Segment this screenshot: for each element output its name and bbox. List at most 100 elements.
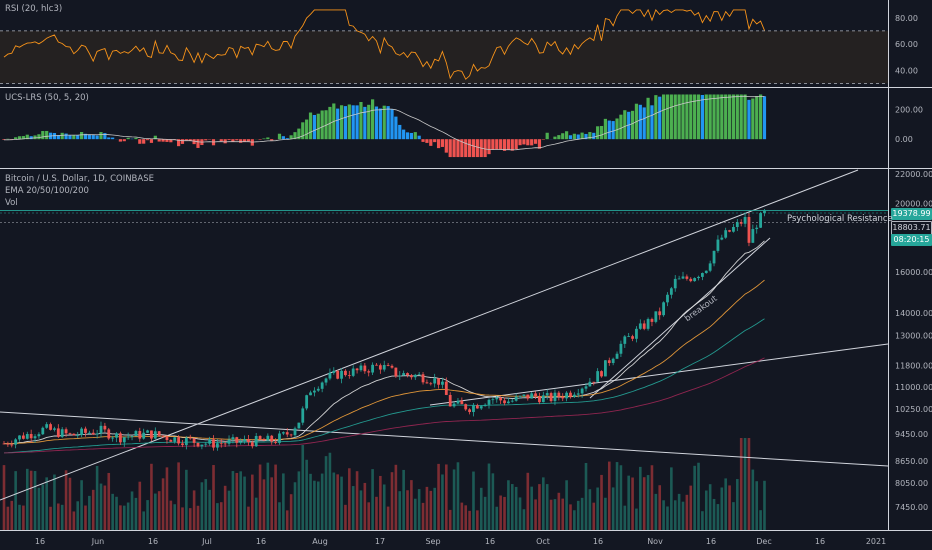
candle-body bbox=[99, 425, 103, 434]
candle-body bbox=[677, 278, 681, 280]
candle-body bbox=[425, 382, 429, 384]
candle-body bbox=[239, 441, 243, 443]
lrs-histogram-bar bbox=[518, 139, 522, 146]
volume-bar bbox=[573, 510, 576, 530]
volume-bar bbox=[103, 485, 107, 530]
lrs-histogram-bar bbox=[436, 139, 441, 149]
volume-indicator-title[interactable]: Vol bbox=[5, 198, 18, 208]
price-axis[interactable]: 22000.00 20000.00 16000.00 14000.00 13000.00… bbox=[0, 0, 932, 531]
candle-body bbox=[479, 406, 483, 409]
lrs-title[interactable]: UCS-LRS (50, 5, 20) bbox=[5, 93, 89, 103]
candle-body bbox=[638, 323, 642, 329]
volume-bar bbox=[755, 481, 759, 530]
candle-body bbox=[444, 381, 448, 395]
volume-bar bbox=[716, 504, 720, 530]
lrs-histogram-bar bbox=[336, 108, 340, 140]
candle-body bbox=[336, 370, 340, 379]
time-axis[interactable]: 16 Jun 16 Jul 16 Aug 17 Sep 16 Oct 16 Nov 16 Dec 16 202… bbox=[35, 537, 886, 546]
volume-bar bbox=[739, 438, 743, 530]
candle-body bbox=[611, 358, 615, 364]
volume-bar bbox=[91, 489, 95, 530]
candle-body bbox=[250, 442, 254, 447]
volume-bar bbox=[80, 480, 83, 530]
volume-bar bbox=[491, 473, 495, 530]
lrs-histogram-bar bbox=[638, 104, 642, 140]
ema-indicator-title[interactable]: EMA 20/50/100/200 bbox=[5, 186, 89, 196]
volume-bar bbox=[192, 490, 196, 530]
lrs-histogram-bar bbox=[704, 94, 708, 140]
lrs-histogram-bar bbox=[262, 138, 266, 140]
lrs-histogram-bar bbox=[227, 139, 231, 141]
candle-body bbox=[693, 278, 697, 282]
volume-bar bbox=[10, 500, 14, 530]
time-tick-label: Jun bbox=[91, 537, 105, 546]
candle-body bbox=[666, 294, 669, 303]
price-tick-label: 22000.00 bbox=[895, 170, 932, 179]
lrs-histogram-bar bbox=[425, 139, 429, 143]
price-pane[interactable] bbox=[0, 169, 889, 530]
time-tick-label: Dec bbox=[756, 537, 771, 546]
volume-bar bbox=[14, 471, 17, 530]
candle-body bbox=[281, 432, 285, 434]
candle-body bbox=[456, 400, 460, 404]
volume-bar bbox=[49, 506, 52, 530]
candle-body bbox=[119, 433, 122, 443]
lrs-histogram-bar bbox=[33, 135, 37, 140]
volume-bar bbox=[514, 486, 518, 530]
rsi-tick-label: 40.00 bbox=[895, 66, 918, 75]
symbol-title[interactable]: Bitcoin / U.S. Dollar, 1D, COINBASE bbox=[5, 174, 154, 184]
candle-body bbox=[328, 372, 332, 379]
volume-bar bbox=[561, 498, 565, 530]
time-tick-label: 16 bbox=[706, 537, 716, 546]
volume-bar bbox=[340, 476, 343, 530]
candle-body bbox=[33, 436, 37, 439]
candle-body bbox=[192, 438, 196, 443]
candle-body bbox=[200, 444, 204, 447]
prev-price-badge: 18803.71 bbox=[891, 221, 932, 235]
candle-body bbox=[530, 393, 534, 399]
time-tick-label: 16 bbox=[593, 537, 603, 546]
candle-body bbox=[367, 371, 371, 373]
candle-body bbox=[701, 273, 704, 277]
candle-body bbox=[126, 436, 130, 438]
candle-body bbox=[534, 393, 537, 397]
lrs-pane[interactable] bbox=[2, 94, 767, 158]
rsi-pane[interactable] bbox=[0, 8, 888, 84]
volume-bar bbox=[188, 508, 192, 530]
lrs-histogram-bar bbox=[270, 139, 274, 141]
candle-body bbox=[390, 365, 394, 368]
lrs-histogram-bar bbox=[149, 139, 154, 143]
volume-bar bbox=[88, 495, 91, 530]
price-tick-label: 20000.00 bbox=[895, 199, 932, 208]
volume-bar bbox=[379, 475, 382, 530]
lrs-histogram-bar bbox=[510, 139, 514, 151]
volume-bar bbox=[724, 478, 727, 530]
volume-bar bbox=[336, 474, 339, 530]
lrs-histogram-bar bbox=[502, 139, 507, 151]
candle-body bbox=[351, 368, 355, 376]
volume-bar bbox=[227, 490, 231, 530]
volume-bar bbox=[289, 494, 293, 530]
candle-body bbox=[130, 436, 134, 437]
lrs-histogram-bar bbox=[762, 96, 767, 140]
lrs-histogram-bar bbox=[440, 139, 445, 147]
candle-body bbox=[468, 409, 471, 413]
volume-bar bbox=[57, 503, 60, 530]
lrs-histogram-bar bbox=[111, 137, 115, 140]
lrs-histogram-bar bbox=[506, 139, 510, 150]
candle-body bbox=[708, 263, 712, 271]
volume-bar bbox=[305, 459, 308, 530]
candle-body bbox=[538, 396, 541, 403]
candle-body bbox=[565, 392, 568, 399]
volume-bar bbox=[355, 471, 359, 530]
candle-body bbox=[72, 433, 76, 436]
lrs-signal-line bbox=[3, 95, 765, 151]
lrs-histogram-bar bbox=[553, 136, 557, 140]
resistance-label[interactable]: Psychological Resistance bbox=[787, 214, 893, 224]
rsi-title[interactable]: RSI (20, hlc3) bbox=[5, 4, 63, 14]
lrs-histogram-bar bbox=[650, 105, 654, 140]
volume-bar bbox=[258, 464, 262, 530]
candle-body bbox=[216, 443, 219, 448]
